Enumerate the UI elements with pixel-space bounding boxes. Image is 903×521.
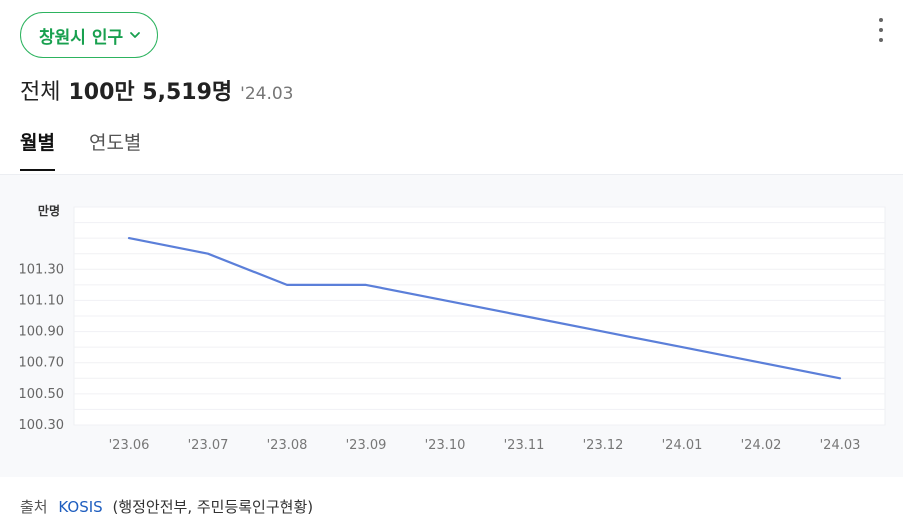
series-line: [127, 237, 842, 380]
total-date: '24.03: [240, 84, 294, 104]
tab-yearly[interactable]: 연도별: [88, 132, 142, 154]
x-tick-label: '23.09: [346, 438, 387, 453]
x-tick-label: '24.01: [662, 438, 703, 453]
y-tick-label: 100.70: [19, 356, 65, 371]
y-unit-label: 만명: [38, 203, 60, 218]
x-tick-label: '24.02: [741, 438, 782, 453]
source-link[interactable]: KOSIS: [58, 498, 103, 516]
population-summary: 전체 100만 5,519명 '24.03: [20, 74, 293, 106]
x-tick-label: '24.03: [820, 438, 861, 453]
tab-monthly[interactable]: 월별: [20, 128, 55, 171]
population-line-chart: 만명 101.30 101.10 100.90 100.70 100.50 100.30 '2…: [19, 203, 886, 453]
chart-container: 만명 101.30 101.10 100.90 100.70 100.50 100.30 '2…: [0, 174, 903, 477]
y-tick-label: 101.30: [19, 262, 65, 277]
chevron-down-icon: [130, 32, 141, 38]
region-label: 창원시 인구: [39, 27, 124, 48]
y-tick-label: 100.30: [19, 418, 65, 433]
y-tick-label: 100.90: [19, 325, 65, 340]
x-tick-label: '23.06: [109, 438, 150, 453]
source-line: 출처 KOSIS (행정안전부, 주민등록인구현황): [20, 496, 313, 517]
more-options-icon[interactable]: [875, 18, 887, 42]
x-tick-label: '23.07: [188, 438, 229, 453]
source-detail: (행정안전부, 주민등록인구현황): [112, 498, 314, 516]
x-tick-label: '23.08: [267, 438, 308, 453]
x-tick-label: '23.11: [504, 438, 545, 453]
x-tick-label: '23.12: [583, 438, 624, 453]
y-tick-label: 100.50: [19, 387, 65, 402]
period-tabs: 월별 연도별: [20, 128, 141, 171]
y-tick-label: 101.10: [19, 293, 65, 308]
x-tick-label: '23.10: [425, 438, 466, 453]
total-label: 전체: [20, 80, 61, 105]
source-label: 출처: [20, 498, 48, 516]
total-value: 100만 5,519명: [68, 80, 233, 105]
region-selector-button[interactable]: 창원시 인구: [20, 12, 159, 58]
